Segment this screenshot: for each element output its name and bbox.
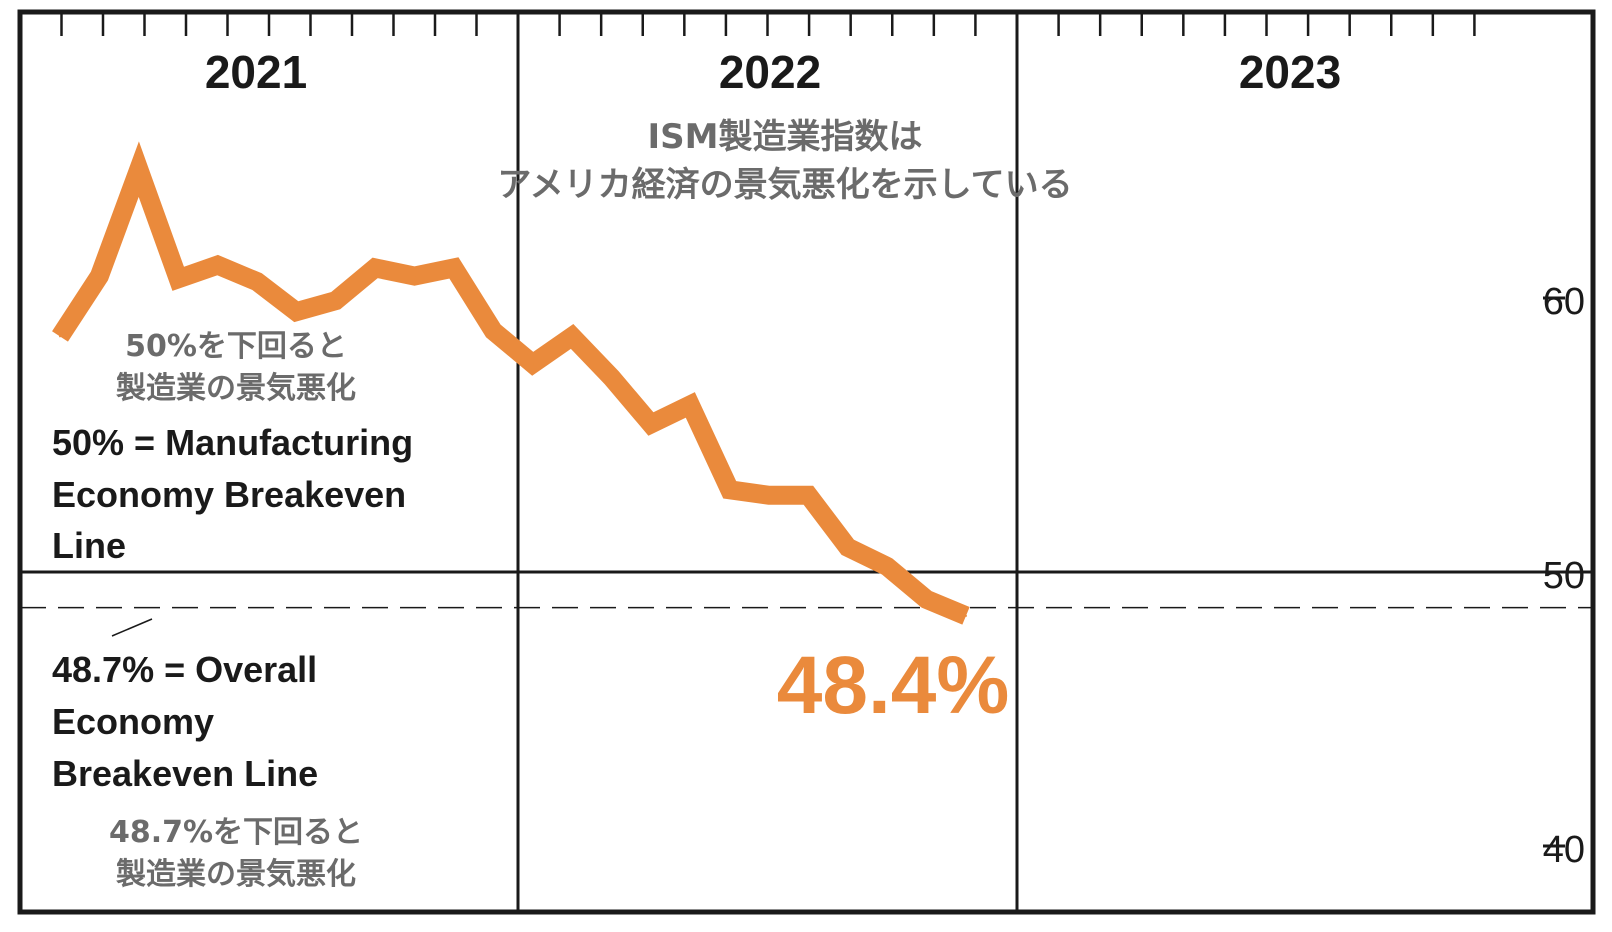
data-point: [807, 494, 810, 497]
y-tick-label-60: 60: [1543, 281, 1585, 323]
data-point: [255, 280, 258, 283]
note-50-jp-line-1: 50%を下回ると: [125, 329, 347, 364]
note-50-en-line-3: Line: [52, 525, 126, 566]
data-point: [649, 423, 652, 426]
data-point: [689, 403, 692, 406]
series-line-ism: [52, 141, 970, 625]
data-point: [452, 266, 455, 269]
top-month-ticks: [60, 12, 1476, 36]
data-point: [768, 494, 771, 497]
note-48-7-jp-line-1: 48.7%を下回ると: [109, 815, 363, 850]
data-point: [137, 168, 140, 171]
last-value-label: 48.4%: [777, 640, 1010, 731]
data-point: [925, 598, 928, 601]
year-label-2022: 2022: [719, 46, 821, 98]
chart-title: ISM製造業指数は: [648, 117, 923, 157]
data-point: [98, 275, 101, 278]
note-50-en-line-1: 50% = Manufacturing: [52, 422, 413, 463]
chart-subtitle: アメリカ経済の景気悪化を示している: [497, 165, 1072, 205]
data-point: [216, 264, 219, 267]
note-50-en-line-2: Economy Breakeven: [52, 474, 406, 515]
year-label-2023: 2023: [1239, 46, 1341, 98]
chart-border: [17, 9, 1596, 915]
note-48-7-jp-line-2: 製造業の景気悪化: [116, 857, 356, 892]
data-point: [177, 277, 180, 280]
note-48-7-en-line-2: Economy: [52, 701, 214, 742]
chart-frame: [17, 9, 1596, 915]
data-point: [886, 565, 889, 568]
reference-lines: [20, 296, 1593, 848]
data-point: [728, 488, 731, 491]
note-48-7-pointer: [111, 618, 153, 637]
data-point: [59, 335, 61, 338]
data-point: [846, 546, 849, 549]
y-tick-label-50: 50: [1543, 555, 1585, 597]
y-tick-label-40: 40: [1543, 829, 1585, 871]
data-point: [374, 266, 377, 269]
note-48-7-en-line-3: Breakeven Line: [52, 753, 318, 794]
data-point: [413, 275, 416, 278]
note-50-jp-line-2: 製造業の景気悪化: [116, 371, 356, 406]
data-point: [492, 329, 495, 332]
data-point: [531, 362, 534, 365]
data-point: [334, 299, 337, 302]
data-point: [571, 335, 574, 338]
year-label-2021: 2021: [205, 46, 307, 98]
series-layer: [52, 141, 970, 625]
data-point: [965, 614, 967, 617]
data-point: [610, 376, 613, 379]
note-48-7-en-line-1: 48.7% = Overall: [52, 649, 317, 690]
data-point: [295, 310, 298, 313]
